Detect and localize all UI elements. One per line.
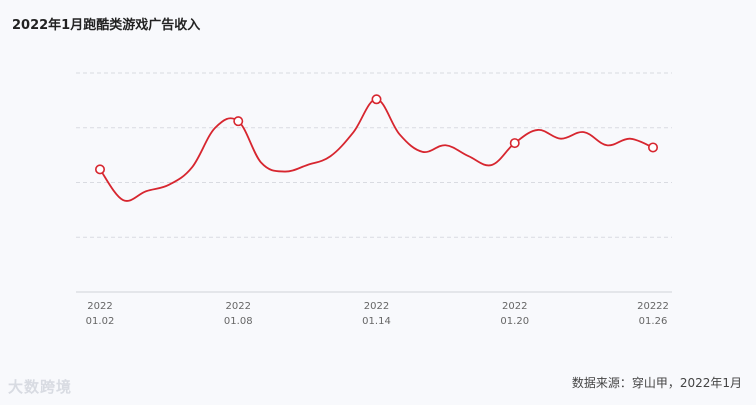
series-layer <box>95 94 658 202</box>
x-tick-date-0: 01.02 <box>86 316 115 327</box>
source-note: 数据来源：穿山甲，2022年1月 <box>571 376 742 390</box>
x-tick-date-2: 01.14 <box>362 316 391 327</box>
data-point-01-26 <box>647 142 658 153</box>
data-point-01-14 <box>371 94 382 105</box>
grid-lines <box>76 72 672 238</box>
x-tick-labels: 2022 01.02 2022 01.08 2022 01.14 2022 01.20 2022… <box>86 301 669 327</box>
data-point-01-02 <box>95 164 106 175</box>
x-tick-year-4: 20222 <box>637 301 669 312</box>
series-line <box>99 98 654 202</box>
x-tick-year-3: 2022 <box>502 301 527 312</box>
x-tick-year-0: 2022 <box>87 301 112 312</box>
x-tick-year-1: 2022 <box>226 301 251 312</box>
x-tick-year-2: 2022 <box>364 301 389 312</box>
data-point-01-08 <box>233 116 244 127</box>
watermark-logo: 大数跨境 <box>8 378 73 396</box>
data-point-01-20 <box>509 138 520 149</box>
x-tick-date-4: 01.26 <box>639 316 668 327</box>
x-tick-date-3: 01.20 <box>500 316 529 327</box>
chart-title: 2022年1月跑酷类游戏广告收入 <box>12 18 201 33</box>
x-tick-date-1: 01.08 <box>224 316 253 327</box>
